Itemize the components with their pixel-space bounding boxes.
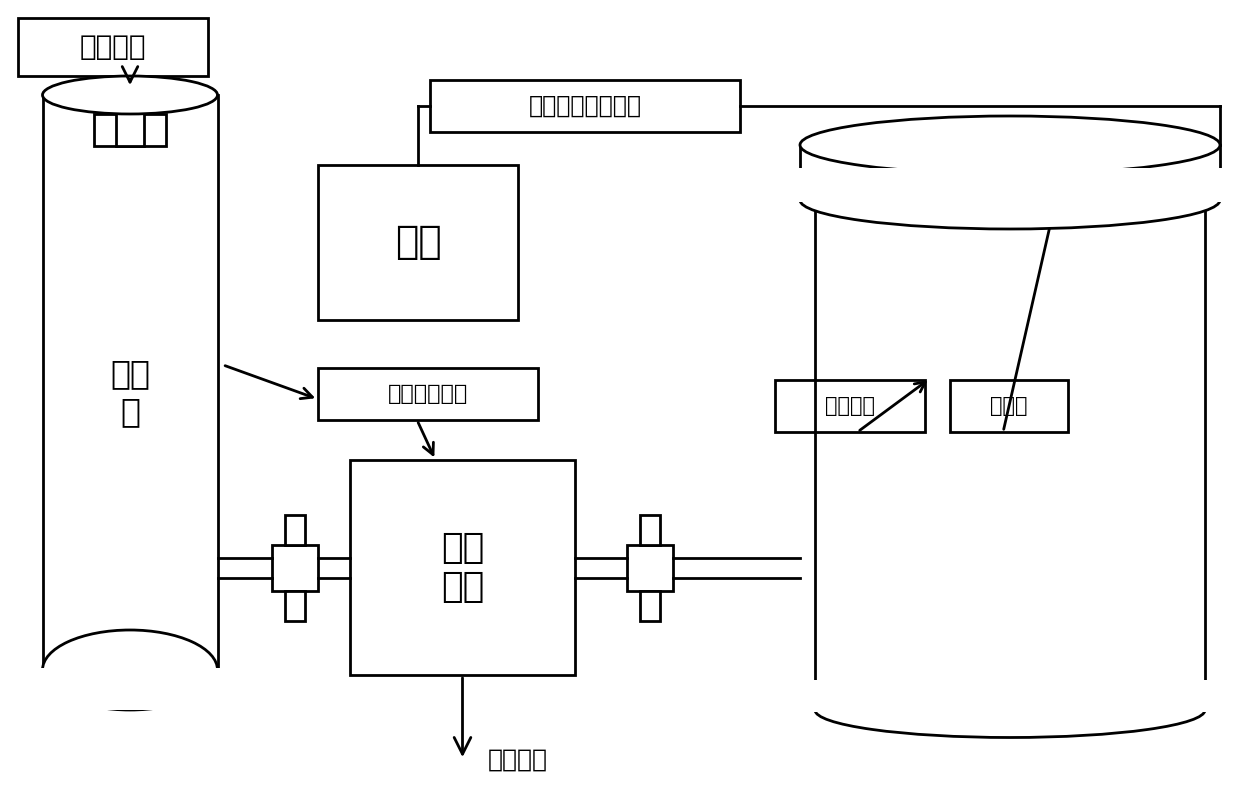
Bar [775, 380, 925, 432]
Bar [117, 86, 144, 114]
Bar [950, 380, 1068, 432]
Text: 储气
罐: 储气 罐 [110, 357, 150, 428]
Bar [94, 114, 166, 146]
Text: 高压气源: 高压气源 [79, 33, 146, 61]
Ellipse shape [42, 76, 217, 114]
Text: 若干导线分别连接: 若干导线分别连接 [528, 94, 641, 118]
Bar [285, 515, 305, 545]
Text: 气体控温系统: 气体控温系统 [388, 384, 469, 404]
Bar [813, 680, 1207, 712]
Bar [19, 18, 208, 76]
Bar [799, 168, 1221, 202]
Bar [350, 460, 575, 675]
Bar [272, 545, 317, 591]
Ellipse shape [800, 116, 1220, 174]
Bar [41, 668, 219, 710]
Text: 电源: 电源 [394, 223, 441, 261]
Ellipse shape [800, 171, 1220, 229]
Bar [640, 591, 660, 620]
Bar [117, 95, 144, 146]
Bar [640, 515, 660, 545]
Ellipse shape [815, 683, 1205, 738]
Bar [317, 368, 538, 420]
Bar [317, 165, 518, 320]
Bar [430, 80, 740, 132]
Text: 密封盖: 密封盖 [991, 396, 1028, 416]
Text: 气体容器: 气体容器 [825, 396, 875, 416]
Text: 降压
装置: 降压 装置 [441, 531, 484, 604]
Ellipse shape [42, 630, 217, 710]
Bar [285, 591, 305, 620]
Bar [627, 545, 673, 591]
Text: 废气排出: 废气排出 [487, 748, 548, 772]
